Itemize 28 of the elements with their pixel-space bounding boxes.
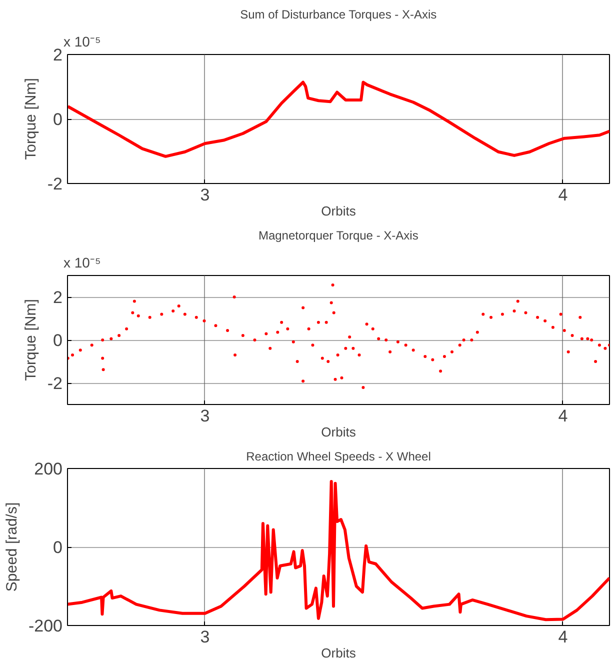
y-tick-label: 200 bbox=[34, 460, 63, 478]
x-axis-title: Orbits bbox=[321, 424, 356, 440]
y-tick-label: -2 bbox=[47, 374, 63, 393]
x-axis-title: Orbits bbox=[321, 646, 356, 660]
y-tick-label: 2 bbox=[53, 288, 63, 307]
x-axis-title: Orbits bbox=[321, 204, 356, 218]
line-series bbox=[68, 80, 610, 158]
text: x 10⁻⁵ bbox=[64, 254, 101, 270]
chart-title: Magnetorquer Torque - X-Axis bbox=[258, 228, 418, 242]
y-axis-title: Speed [rad/s] bbox=[3, 502, 20, 592]
x-tick-label: 4 bbox=[558, 186, 568, 204]
chart-title: Reaction Wheel Speeds - X Wheel bbox=[246, 450, 431, 464]
x-tick-label: 3 bbox=[200, 628, 210, 646]
line-series bbox=[68, 480, 610, 622]
y-tick-label: 0 bbox=[53, 331, 63, 350]
x-tick-label: 4 bbox=[558, 406, 568, 426]
y-axis-title: Torque [Nm] bbox=[22, 78, 40, 160]
y-tick-label: 0 bbox=[53, 110, 63, 129]
x-tick-label: 3 bbox=[200, 406, 210, 426]
text: x 10⁻⁵ bbox=[64, 34, 101, 50]
y-tick-label: 0 bbox=[53, 538, 63, 557]
y-axis-title: Torque [Nm] bbox=[22, 299, 40, 381]
chart-title: Sum of Disturbance Torques - X-Axis bbox=[240, 8, 437, 22]
y-tick-label: 2 bbox=[53, 46, 63, 64]
y-tick-label: -2 bbox=[47, 174, 63, 194]
x-tick-label: 4 bbox=[558, 628, 568, 646]
x-tick-label: 3 bbox=[200, 186, 210, 204]
y-tick-label: -200 bbox=[28, 616, 63, 636]
